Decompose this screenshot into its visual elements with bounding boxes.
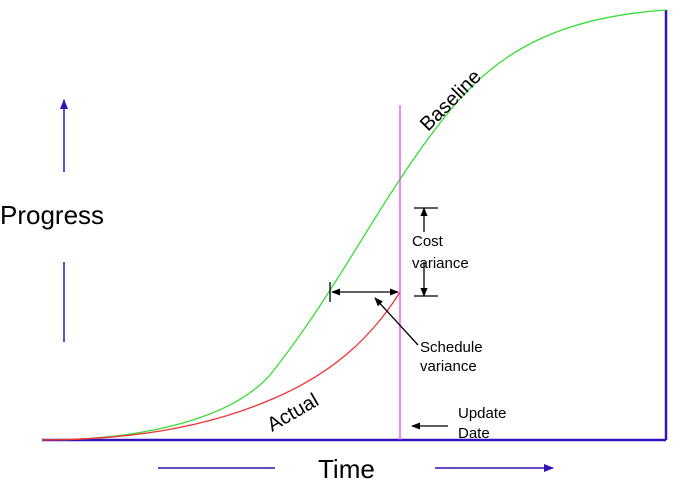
cost-variance-label-line1: Cost [412, 233, 444, 250]
schedule-variance-pointer-icon [374, 297, 419, 346]
baseline-label: Baseline [416, 66, 486, 136]
cost-variance-label-line2: variance [412, 255, 469, 272]
time-label: Time [318, 454, 375, 483]
update-date-label-line2: Date [458, 425, 490, 442]
progress-label: Progress [0, 200, 104, 230]
actual-label: Actual [264, 389, 323, 436]
schedule-variance-label-line2: variance [420, 358, 477, 375]
schedule-variance-label-line1: Schedule [420, 339, 483, 356]
actual-curve [41, 291, 401, 441]
baseline-curve [41, 9, 667, 441]
update-date-label-line1: Update [458, 405, 506, 422]
